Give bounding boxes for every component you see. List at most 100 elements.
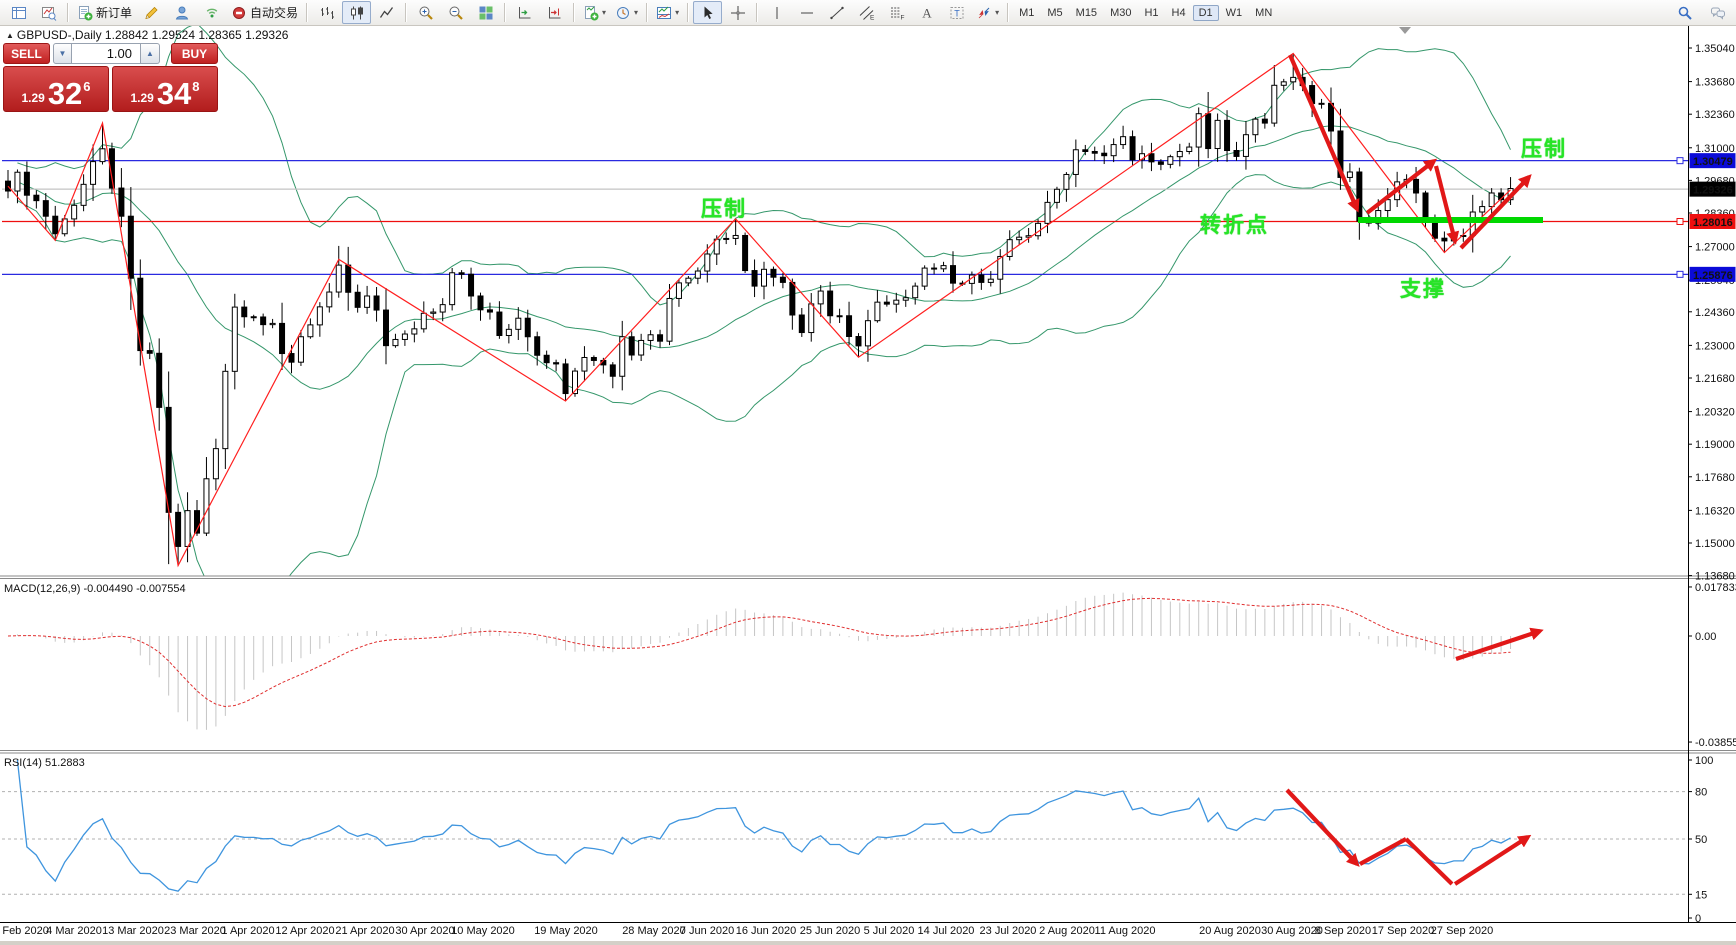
search-button[interactable]: [1670, 1, 1699, 24]
toolbar-separator: [646, 3, 649, 22]
sell-price-display[interactable]: 1.29 32 6: [3, 66, 109, 112]
zoom-in-button[interactable]: [411, 1, 440, 24]
chart-shift-marker-icon[interactable]: [1399, 27, 1411, 34]
trend-arrow[interactable]: [1459, 174, 1532, 250]
volume-increase-button[interactable]: ▲: [141, 43, 160, 64]
toolbar-separator: [756, 3, 759, 22]
line-chart-mode-button[interactable]: [372, 1, 401, 24]
collapse-triangle-icon[interactable]: ▲: [6, 31, 14, 40]
timeframe-d1-button[interactable]: D1: [1192, 4, 1219, 21]
date-axis-label: 4 Mar 2020: [46, 925, 102, 937]
price-tag-value: 1.30479: [1693, 156, 1733, 168]
candlestick-mode-button[interactable]: [342, 1, 372, 24]
new-chart-button[interactable]: ▾: [579, 1, 610, 24]
text-label-tool-button[interactable]: T: [942, 1, 971, 24]
auto-scroll-button[interactable]: [510, 1, 539, 24]
toolbar-separator: [67, 3, 69, 22]
timeframe-m15-button[interactable]: M15: [1075, 6, 1098, 19]
toolbar-separator: [405, 3, 408, 22]
trendline-tool-button[interactable]: [822, 1, 851, 24]
bar-chart-mode-button[interactable]: [312, 1, 341, 24]
arrow-objects-tool-button[interactable]: ▾: [972, 1, 1003, 24]
timeframe-w1-button[interactable]: W1: [1225, 6, 1243, 19]
line-handle[interactable]: [1676, 217, 1684, 225]
community-chat-button[interactable]: [1703, 1, 1732, 24]
date-axis-label: 10 May 2020: [451, 925, 515, 937]
line-handle[interactable]: [1676, 270, 1684, 278]
trend-arrows[interactable]: [1285, 54, 1544, 886]
chart-canvas[interactable]: MACD(12,26,9) -0.004490 -0.007554 0.01783…: [0, 26, 1736, 945]
cursor-icon: [700, 5, 716, 21]
volume-decrease-button[interactable]: ▼: [53, 43, 72, 64]
horizontal-level-lines[interactable]: [2, 160, 1688, 275]
chevron-down-icon[interactable]: ▾: [675, 7, 680, 17]
trend-arrow[interactable]: [1288, 54, 1360, 213]
annotation-label[interactable]: 支撑: [1400, 278, 1446, 301]
chart-preview-button[interactable]: [34, 1, 63, 24]
macd-axis-tick: -0.038559: [1695, 737, 1736, 749]
buy-price-display[interactable]: 1.29 34 8: [112, 66, 218, 112]
highlighter-button[interactable]: [137, 1, 166, 24]
charts-grid-icon: [11, 5, 27, 21]
timeframe-m5-button[interactable]: M5: [1047, 6, 1063, 19]
chevron-down-icon[interactable]: ▾: [602, 7, 607, 17]
indicators-window-icon: [656, 5, 672, 21]
expert-advisors-button[interactable]: [167, 1, 196, 24]
vertical-line-icon: [769, 5, 785, 21]
price-axis-tick: 1.17680: [1695, 472, 1735, 484]
chevron-down-icon[interactable]: ▾: [634, 7, 639, 17]
vertical-line-tool-button[interactable]: [762, 1, 791, 24]
line-handle[interactable]: [1676, 157, 1684, 165]
sell-button[interactable]: SELL: [3, 43, 50, 64]
tile-windows-button[interactable]: [471, 1, 500, 24]
chart-periods-button[interactable]: ▾: [611, 1, 642, 24]
horizontal-line-tool-button[interactable]: [792, 1, 821, 24]
timeframe-h1-button[interactable]: H1: [1144, 6, 1159, 19]
trend-arrow[interactable]: [1365, 158, 1438, 215]
fibonacci-tool-button[interactable]: F: [882, 1, 911, 24]
trend-arrow[interactable]: [1453, 834, 1532, 886]
trend-arrow[interactable]: [1433, 165, 1460, 245]
toolbar-separator: [504, 3, 507, 22]
date-axis-label: 13 Mar 2020: [102, 925, 164, 937]
toolbar: 新订单 自动交易 ▾ ▾ ▾ E F A T ▾ M1 M5 M15 M30 H1 H4 D1 W1 MN: [0, 0, 1736, 26]
annotation-label[interactable]: 压制: [1521, 138, 1567, 161]
trend-arrow[interactable]: [1285, 788, 1360, 867]
date-axis-label: 19 May 2020: [534, 925, 598, 937]
annotation-label[interactable]: 压制: [701, 198, 747, 221]
annotation-label[interactable]: 转折点: [1200, 214, 1269, 237]
date-axis-label: 25 Jun 2020: [800, 925, 861, 937]
indicators-list-button[interactable]: ▾: [652, 1, 683, 24]
volume-input[interactable]: [72, 43, 141, 64]
price-axis-tick: 1.19000: [1695, 439, 1735, 451]
timeframe-m30-button[interactable]: M30: [1110, 6, 1132, 19]
toolbar-separator: [1007, 3, 1010, 22]
date-axis-label: 4 Feb 2020: [0, 925, 49, 937]
sell-price-small: 1.29: [21, 91, 45, 105]
chart-shift-button[interactable]: [540, 1, 569, 24]
zoom-out-button[interactable]: [441, 1, 470, 24]
trend-arrow[interactable]: [1358, 837, 1408, 866]
candles: [5, 53, 1514, 566]
price-axis[interactable]: 1.350401.336801.323601.310001.296801.283…: [1688, 43, 1735, 583]
timeframe-m1-button[interactable]: M1: [1019, 6, 1035, 19]
trend-arrow[interactable]: [1455, 627, 1544, 661]
new-order-button[interactable]: 新订单: [73, 1, 136, 24]
chevron-down-icon[interactable]: ▾: [995, 7, 1000, 17]
timeframe-h4-button[interactable]: H4: [1171, 6, 1186, 19]
timeframe-mn-button[interactable]: MN: [1255, 6, 1273, 19]
auto-trading-button[interactable]: 自动交易: [227, 1, 302, 24]
trend-arrow[interactable]: [1404, 837, 1454, 886]
zoom-out-icon: [448, 5, 464, 21]
macd-histogram: [16, 592, 1512, 730]
signals-button[interactable]: [197, 1, 226, 24]
text-tool-button[interactable]: A: [912, 1, 941, 24]
date-axis-label: 11 Aug 2020: [1095, 925, 1156, 937]
buy-button[interactable]: BUY: [171, 43, 218, 64]
charts-grid-button[interactable]: [4, 1, 33, 24]
date-axis-label: 17 Sep 2020: [1372, 925, 1434, 937]
crosshair-tool-button[interactable]: [723, 1, 752, 24]
cursor-tool-button[interactable]: [693, 1, 723, 24]
channel-tool-button[interactable]: E: [852, 1, 881, 24]
